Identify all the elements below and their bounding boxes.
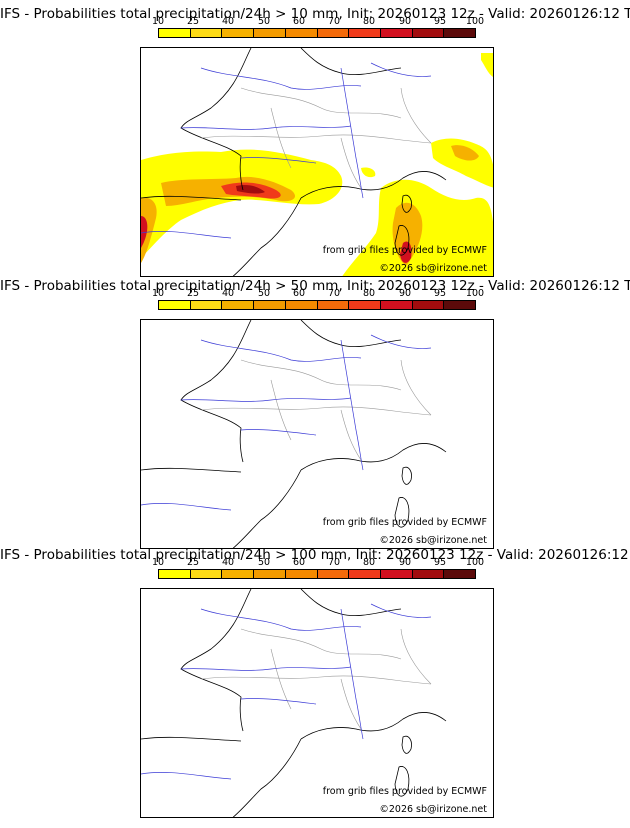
- tick-label: 80: [362, 16, 376, 27]
- colorbar-segment: [159, 29, 191, 37]
- colorbar-segment: [285, 570, 318, 578]
- colorbar: [158, 569, 476, 579]
- tick-label: 50: [257, 557, 271, 568]
- tick-label: 10: [151, 288, 165, 299]
- colorbar-segment: [285, 29, 318, 37]
- colorbar: [158, 28, 476, 38]
- tick-label: 40: [221, 557, 235, 568]
- panel-title: IFS - Probabilities total precipitation/…: [0, 547, 630, 563]
- colorbar-segment: [254, 570, 286, 578]
- tick-label: 95: [433, 288, 447, 299]
- coastlines: [141, 320, 447, 548]
- tick-label: 25: [186, 16, 200, 27]
- colorbar-segment: [349, 301, 381, 309]
- colorbar-segment: [222, 301, 255, 309]
- source-credit: from grib files provided by ECMWF: [322, 517, 487, 528]
- tick-label: 70: [327, 16, 341, 27]
- tick-label: 10: [151, 557, 165, 568]
- tick-label: 50: [257, 288, 271, 299]
- colorbar-ticks: 10 25 40 50 60 70 80 90 95 100: [140, 558, 490, 568]
- source-credit: from grib files provided by ECMWF: [322, 245, 487, 256]
- tick-label: 100: [465, 557, 485, 568]
- copyright-credit: ©2026 sb@irizone.net: [379, 535, 487, 546]
- tick-label: 100: [465, 288, 485, 299]
- tick-label: 95: [433, 16, 447, 27]
- borders: [200, 359, 432, 461]
- tick-label: 95: [433, 557, 447, 568]
- colorbar-segment: [444, 570, 476, 578]
- map-layer: [141, 48, 493, 276]
- source-credit: from grib files provided by ECMWF: [322, 786, 487, 797]
- colorbar-segment: [412, 301, 445, 309]
- colorbar-segment: [412, 29, 445, 37]
- tick-label: 90: [398, 16, 412, 27]
- map-area: from grib files provided by ECMWF ©2026 …: [140, 588, 494, 818]
- colorbar-segment: [285, 301, 318, 309]
- tick-label: 60: [292, 557, 306, 568]
- map-panel-10mm: IFS - Probabilities total precipitation/…: [0, 0, 630, 277]
- colorbar-segment: [380, 301, 413, 309]
- colorbar-segment: [159, 301, 191, 309]
- rivers: [141, 62, 432, 239]
- copyright-credit: ©2026 sb@irizone.net: [379, 263, 487, 274]
- tick-label: 60: [292, 288, 306, 299]
- tick-label: 60: [292, 16, 306, 27]
- panel-title: IFS - Probabilities total precipitation/…: [0, 6, 630, 22]
- rivers: [141, 334, 432, 511]
- colorbar-segment: [444, 301, 476, 309]
- colorbar-segment: [190, 570, 223, 578]
- tick-label: 90: [398, 557, 412, 568]
- tick-label: 50: [257, 16, 271, 27]
- colorbar-segment: [349, 29, 381, 37]
- map-panel-100mm: IFS - Probabilities total precipitation/…: [0, 541, 630, 818]
- colorbar-segment: [159, 570, 191, 578]
- tick-label: 10: [151, 16, 165, 27]
- colorbar-segment: [254, 29, 286, 37]
- tick-label: 25: [186, 557, 200, 568]
- map-area: from grib files provided by ECMWF ©2026 …: [140, 319, 494, 549]
- borders: [200, 87, 432, 189]
- tick-label: 100: [465, 16, 485, 27]
- colorbar-segment: [190, 29, 223, 37]
- rivers: [141, 603, 432, 780]
- precip-field: [141, 53, 493, 276]
- tick-label: 40: [221, 288, 235, 299]
- borders: [200, 628, 432, 730]
- tick-label: 90: [398, 288, 412, 299]
- colorbar-segment: [412, 570, 445, 578]
- coastlines: [141, 589, 447, 817]
- colorbar-segment: [222, 29, 255, 37]
- panel-title: IFS - Probabilities total precipitation/…: [0, 278, 630, 294]
- map-area: from grib files provided by ECMWF ©2026 …: [140, 47, 494, 277]
- colorbar-segment: [317, 570, 350, 578]
- colorbar-segment: [317, 301, 350, 309]
- colorbar-segment: [317, 29, 350, 37]
- colorbar-ticks: 10 25 40 50 60 70 80 90 95 100: [140, 17, 490, 27]
- colorbar-ticks: 10 25 40 50 60 70 80 90 95 100: [140, 289, 490, 299]
- colorbar-segment: [222, 570, 255, 578]
- colorbar: [158, 300, 476, 310]
- colorbar-segment: [444, 29, 476, 37]
- tick-label: 40: [221, 16, 235, 27]
- tick-label: 70: [327, 557, 341, 568]
- colorbar-segment: [349, 570, 381, 578]
- colorbar-segment: [380, 29, 413, 37]
- tick-label: 80: [362, 557, 376, 568]
- map-layer: [141, 589, 447, 817]
- copyright-credit: ©2026 sb@irizone.net: [379, 804, 487, 815]
- colorbar-segment: [380, 570, 413, 578]
- tick-label: 70: [327, 288, 341, 299]
- map-layer: [141, 320, 447, 548]
- tick-label: 25: [186, 288, 200, 299]
- tick-label: 80: [362, 288, 376, 299]
- map-panel-50mm: IFS - Probabilities total precipitation/…: [0, 272, 630, 549]
- colorbar-segment: [190, 301, 223, 309]
- colorbar-segment: [254, 301, 286, 309]
